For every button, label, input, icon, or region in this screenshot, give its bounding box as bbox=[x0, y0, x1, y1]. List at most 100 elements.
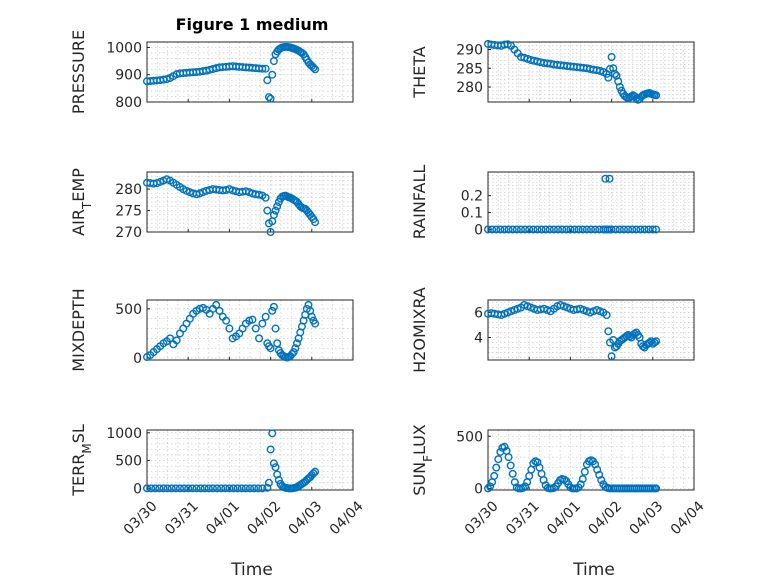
x-tick-label: 04/01 bbox=[544, 498, 584, 538]
x-tick-label: 03/31 bbox=[503, 498, 543, 538]
data-point bbox=[636, 225, 645, 234]
data-point bbox=[570, 225, 579, 234]
axes-frame bbox=[146, 299, 354, 361]
y-tick-label: 0 bbox=[133, 481, 142, 497]
y-tick-label: 280 bbox=[115, 182, 142, 198]
data-point bbox=[652, 225, 661, 234]
data-point bbox=[180, 484, 189, 493]
data-point bbox=[582, 225, 591, 234]
x-tick-label: 04/04 bbox=[327, 498, 367, 538]
data-point bbox=[225, 324, 234, 333]
data-point bbox=[597, 476, 606, 485]
y-tick-label: 270 bbox=[115, 225, 142, 241]
data-point bbox=[311, 65, 320, 74]
data-point bbox=[264, 478, 273, 487]
subplot-2: 280 285 290 THETA bbox=[410, 39, 695, 104]
data-point bbox=[163, 484, 172, 493]
data-point bbox=[652, 484, 661, 493]
data-point bbox=[504, 225, 513, 234]
data-point bbox=[271, 206, 280, 215]
data-point bbox=[184, 484, 193, 493]
data-point bbox=[258, 64, 267, 73]
data-point bbox=[484, 225, 493, 234]
data-point bbox=[233, 484, 242, 493]
y-tick-label: 800 bbox=[115, 95, 142, 111]
y-tick-label: 290 bbox=[456, 43, 483, 59]
axes-frame bbox=[146, 41, 354, 103]
data-point bbox=[602, 311, 611, 320]
x-tick-label: 03/30 bbox=[121, 498, 161, 538]
data-point bbox=[307, 312, 316, 321]
data-point bbox=[271, 324, 280, 333]
data-point bbox=[549, 225, 558, 234]
y-tick-label: 900 bbox=[115, 68, 142, 84]
data-point bbox=[225, 484, 234, 493]
data-point bbox=[525, 225, 534, 234]
data-point bbox=[601, 174, 610, 183]
data-point bbox=[508, 225, 517, 234]
data-point bbox=[264, 93, 273, 102]
data-point bbox=[268, 70, 277, 79]
data-point bbox=[196, 484, 205, 493]
data-point bbox=[610, 69, 619, 78]
data-point bbox=[644, 225, 653, 234]
data-point bbox=[605, 64, 614, 73]
data-point bbox=[215, 306, 224, 315]
axes-box bbox=[146, 429, 354, 491]
data-point bbox=[486, 482, 495, 491]
data-point bbox=[263, 206, 272, 215]
data-point bbox=[587, 225, 596, 234]
data-point bbox=[615, 225, 624, 234]
data-point bbox=[494, 455, 503, 464]
data-point bbox=[222, 316, 231, 325]
x-tick-label: 03/31 bbox=[162, 498, 202, 538]
data-point bbox=[562, 225, 571, 234]
data-point bbox=[155, 484, 164, 493]
data-point bbox=[516, 225, 525, 234]
y-axis-label: H2OMIXRA bbox=[410, 287, 429, 373]
data-point bbox=[607, 225, 616, 234]
data-point bbox=[266, 445, 275, 454]
data-point bbox=[200, 484, 209, 493]
data-point bbox=[541, 225, 550, 234]
subplot-8: 0 500 03/30 03/31 04/01 04/02 04/03 04/04 SUNFLU… bbox=[410, 424, 708, 538]
data-point bbox=[607, 352, 616, 361]
data-point bbox=[208, 484, 217, 493]
data-point bbox=[311, 218, 320, 227]
data-point bbox=[652, 91, 661, 100]
data-point bbox=[204, 484, 213, 493]
data-point bbox=[261, 64, 270, 73]
data-point bbox=[611, 225, 620, 234]
data-point bbox=[264, 342, 273, 351]
data-point bbox=[628, 225, 637, 234]
subplot-7: 0 500 1000 03/30 03/31 04/01 04/02 04/03 04/04 TE… bbox=[69, 424, 367, 538]
data-point bbox=[500, 225, 509, 234]
data-point bbox=[500, 442, 509, 451]
data-point bbox=[288, 350, 297, 359]
data-point bbox=[648, 225, 657, 234]
data-point bbox=[508, 469, 517, 478]
data-point bbox=[578, 225, 587, 234]
figure-title: Figure 1 medium bbox=[176, 15, 329, 34]
y-tick-label: 4 bbox=[474, 331, 483, 347]
x-axis-label-left: Time bbox=[230, 560, 273, 580]
data-point bbox=[289, 348, 298, 357]
y-axis-label: AIRTEMP bbox=[69, 168, 94, 236]
data-point bbox=[291, 344, 300, 353]
data-point bbox=[255, 334, 264, 343]
data-point bbox=[537, 225, 546, 234]
data-point bbox=[188, 484, 197, 493]
axes-frame bbox=[487, 171, 695, 233]
y-tick-label: 1000 bbox=[106, 426, 142, 442]
y-tick-label: 280 bbox=[456, 80, 483, 96]
axes-frame bbox=[487, 41, 695, 103]
data-point bbox=[245, 316, 254, 325]
data-point bbox=[529, 225, 538, 234]
data-point bbox=[607, 53, 616, 62]
data-point bbox=[521, 225, 530, 234]
data-point bbox=[545, 225, 554, 234]
y-tick-label: 0 bbox=[474, 481, 483, 497]
axes-frame bbox=[146, 429, 354, 491]
data-point bbox=[311, 319, 320, 328]
